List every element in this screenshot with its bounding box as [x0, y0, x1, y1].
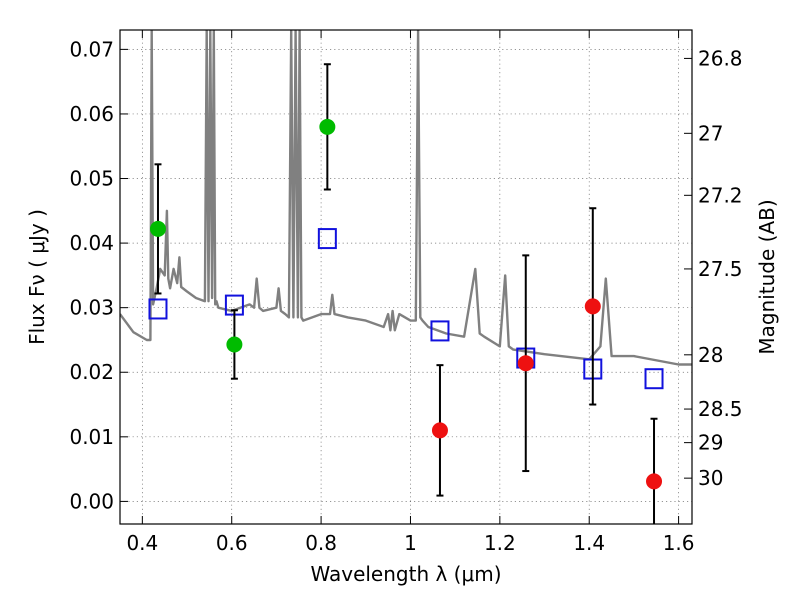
model-photometry-square	[430, 320, 450, 342]
y-right-tick-label: 28.5	[698, 397, 743, 421]
y-tick-label: 0.01	[69, 425, 114, 449]
model-photometry-square	[148, 298, 168, 320]
model-spectrum-line	[120, 30, 692, 366]
green-data-point	[149, 220, 166, 237]
y-tick-label: 0.06	[69, 102, 114, 126]
x-tick-label: 1.6	[663, 531, 695, 555]
x-tick-label: 0.8	[305, 531, 337, 555]
model-photometry-square	[317, 228, 337, 250]
green-data-point	[319, 118, 336, 135]
red-data-point	[584, 298, 601, 315]
red-data-point	[646, 473, 663, 490]
x-tick-label: 0.4	[126, 531, 158, 555]
plot-layer	[120, 30, 692, 524]
tick-layer: 0.4 0.6 0.8 1 1.2 1.4 1.6 0.00 0.01 0.02 0.03 0.04 0…	[69, 30, 743, 555]
y-right-tick-label: 28	[698, 343, 723, 367]
y-axis-label: Flux Fν ( μJy )	[25, 209, 49, 345]
y-right-tick-label: 30	[698, 466, 723, 490]
grid-layer	[120, 30, 692, 524]
y-tick-label: 0.03	[69, 296, 114, 320]
y-axis-right-label: Magnitude (AB)	[755, 199, 779, 354]
model-photometry-square	[644, 368, 664, 390]
y-tick-label: 0.04	[69, 231, 114, 255]
x-tick-label: 1.4	[573, 531, 605, 555]
x-tick-label: 1	[404, 531, 417, 555]
x-axis-label: Wavelength λ (μm)	[310, 562, 501, 586]
y-right-tick-label: 27	[698, 121, 723, 145]
green-data-point	[226, 336, 243, 353]
red-data-point	[431, 422, 448, 439]
y-tick-label: 0.02	[69, 360, 114, 384]
y-tick-label: 0.05	[69, 167, 114, 191]
y-right-tick-label: 29	[698, 431, 723, 455]
red-data-point	[517, 355, 534, 372]
x-tick-label: 0.6	[216, 531, 248, 555]
y-tick-label: 0.00	[69, 489, 114, 513]
y-right-tick-label: 27.5	[698, 257, 743, 281]
y-right-tick-label: 27.2	[698, 183, 743, 207]
y-tick-label: 0.07	[69, 37, 114, 61]
plot-frame	[119, 29, 693, 525]
x-tick-label: 1.2	[484, 531, 516, 555]
y-right-tick-label: 26.8	[698, 46, 743, 70]
